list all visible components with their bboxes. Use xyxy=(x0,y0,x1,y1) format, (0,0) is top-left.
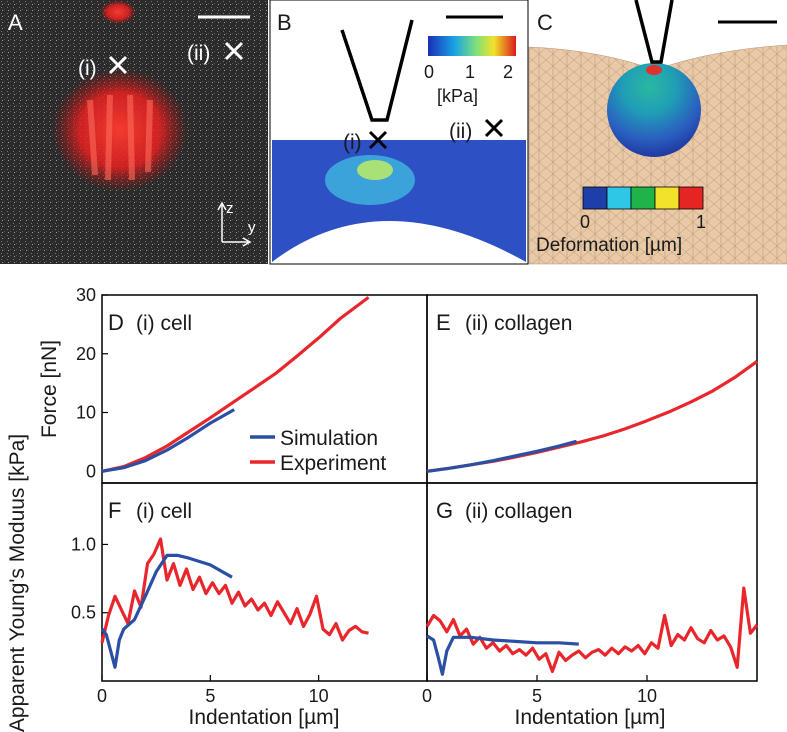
panel-label-f: F xyxy=(108,498,121,523)
axis-arrowheads xyxy=(217,201,252,247)
colorbar-b-tick-1: 1 xyxy=(465,62,475,82)
chart-f-series-simulation xyxy=(100,553,233,669)
chart-f-series-experiment xyxy=(100,537,369,644)
chart-d-ytick-label: 0 xyxy=(86,461,96,481)
panel-a-image: A (i) (ii) z y xyxy=(0,0,268,264)
panel-label-c: C xyxy=(537,10,553,35)
colorbar-c-label: Deformation [µm] xyxy=(536,235,682,256)
deformed-cell-sphere xyxy=(607,63,701,157)
chart-f-ytick-label: 1.0 xyxy=(71,534,96,554)
chart-d-ytick-label: 10 xyxy=(76,403,96,423)
panel-label-a: A xyxy=(8,10,23,35)
indenter-tip-b xyxy=(340,19,414,122)
marker-ii-label-b: (ii) xyxy=(449,120,472,143)
chart-d-ylabel: Force [nN] xyxy=(38,340,61,438)
panel-b-stiffness-map: B 0 1 2 [kPa] (i) (ii) xyxy=(269,0,529,265)
chart-g-xtick-label: 5 xyxy=(532,686,542,706)
chart-d-series-experiment xyxy=(101,296,370,473)
chart-f-ytick-label: 0.5 xyxy=(71,603,96,623)
chart-f-title: (i) cell xyxy=(136,500,192,523)
stiffness-hotspot xyxy=(325,155,415,205)
chart-e-series-experiment xyxy=(426,360,758,473)
panel-label-d: D xyxy=(108,310,124,335)
colorbar-c xyxy=(582,186,704,210)
chart-d-ytick-label: 20 xyxy=(76,344,96,364)
axis-arrows xyxy=(221,205,248,243)
panel-label-b: B xyxy=(277,10,292,35)
colorbar-b-tick-2: 2 xyxy=(503,62,513,82)
chart-d-series-simulation xyxy=(101,408,235,473)
marker-ii-cross-b xyxy=(484,118,504,138)
marker-i-cross-b xyxy=(368,130,388,150)
chart-g-title: (ii) collagen xyxy=(465,500,572,523)
indenter-tip-c xyxy=(634,0,674,64)
deformation-peak xyxy=(646,65,662,75)
colorbar-b-unit: [kPa] xyxy=(437,86,478,106)
legend-simulation-label: Simulation xyxy=(280,427,378,450)
chart-f-xtick-label: 0 xyxy=(97,686,107,706)
cell-structures xyxy=(87,94,153,181)
marker-i-label-b: (i) xyxy=(343,131,362,154)
colorbar-b-tick-0: 0 xyxy=(424,62,434,82)
chart-e-series-simulation xyxy=(426,439,578,473)
chart-d-ytick-label: 30 xyxy=(76,285,96,305)
chart-e-title: (ii) collagen xyxy=(465,312,572,335)
chart-f-xtick-label: 10 xyxy=(309,686,329,706)
marker-i-label-a: (i) xyxy=(78,57,97,80)
chart-d-title: (i) cell xyxy=(136,312,192,335)
axis-z-label: z xyxy=(226,200,234,217)
chart-g-series-experiment xyxy=(425,586,759,674)
chart-g-xlabel: Indentation [µm] xyxy=(514,706,665,729)
charts: D (i) cell E (ii) collagen F (i) cell G … xyxy=(6,285,759,732)
chart-g-series-simulation xyxy=(426,634,579,676)
panel-c-simulation: C 0 1 Deformation [µm] xyxy=(528,0,787,265)
chart-f-xtick-label: 5 xyxy=(205,686,215,706)
panel-label-g: G xyxy=(436,498,453,523)
chart-g-xtick-label: 10 xyxy=(637,686,657,706)
plot-layer: 0 10 20 30 0.5 1.0 0 5 10 0 5 10 xyxy=(71,285,759,706)
legend-experiment-label: Experiment xyxy=(280,452,386,475)
stiffness-peak xyxy=(357,160,393,180)
colorbar-c-tick-1: 1 xyxy=(696,212,706,232)
stiffness-void xyxy=(272,221,526,262)
cell-body xyxy=(52,68,188,192)
marker-i-cross-a xyxy=(108,55,128,75)
chart-g-xtick-label: 0 xyxy=(422,686,432,706)
chart-f-ylabel: Apparent Young's Moduus [kPa] xyxy=(6,434,29,732)
chart-legend: Simulation Experiment xyxy=(250,427,386,475)
panel-label-e: E xyxy=(436,310,451,335)
marker-ii-label-a: (ii) xyxy=(187,42,210,65)
colorbar-b xyxy=(428,36,516,56)
cell-fragment xyxy=(100,0,136,24)
frame-g xyxy=(426,482,758,682)
axis-y-label: y xyxy=(248,219,256,236)
colorbar-c-tick-0: 0 xyxy=(580,212,590,232)
chart-f-xlabel: Indentation [µm] xyxy=(188,706,339,729)
marker-ii-cross-a xyxy=(224,41,244,61)
